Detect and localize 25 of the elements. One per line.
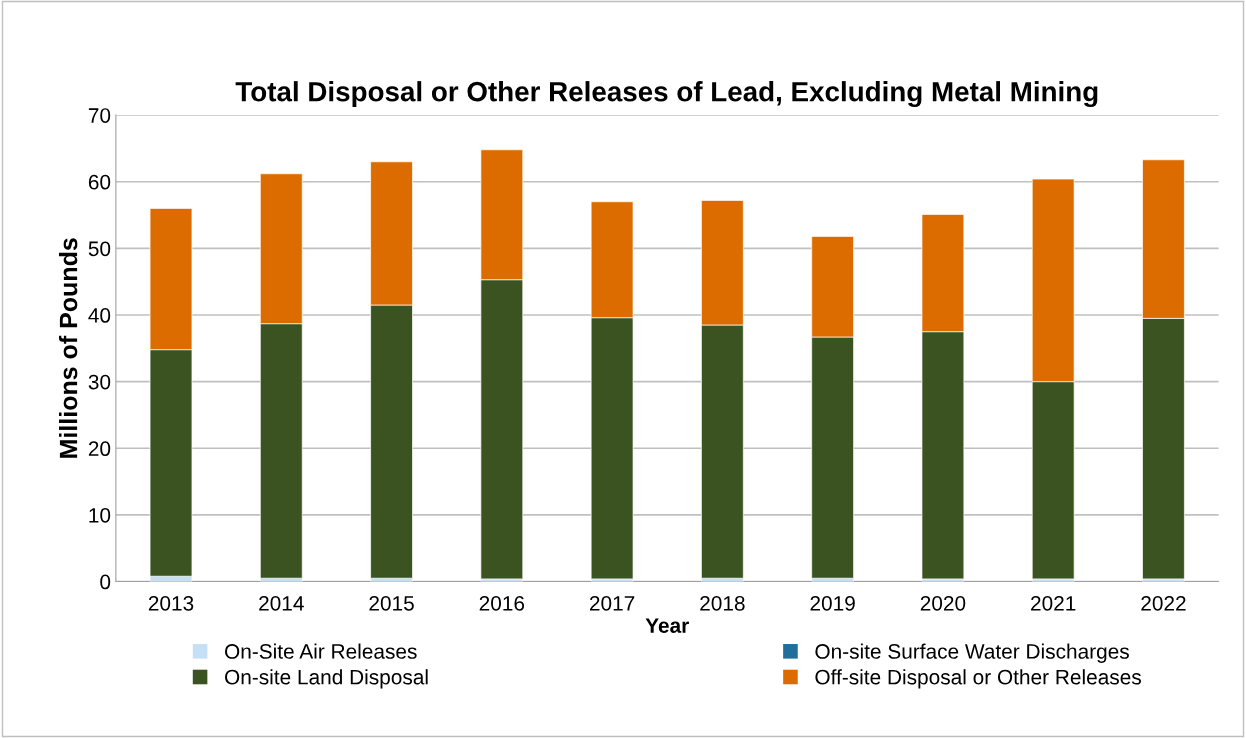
legend-label: On-site Land Disposal: [225, 669, 428, 689]
x-tick-label: 2015: [369, 595, 414, 611]
x-tick-label: 2021: [1031, 595, 1076, 611]
x-tick-label: 2019: [810, 595, 855, 611]
x-tick-label: 2020: [920, 595, 966, 611]
x-tick-label: 2016: [479, 595, 525, 611]
legend-label: On-site Surface Water Discharges: [815, 643, 1129, 663]
y-tick-label: 20: [88, 441, 111, 457]
y-tick-label: 10: [89, 507, 111, 523]
legend-label: On-Site Air Releases: [225, 643, 417, 659]
y-tick-label: 60: [88, 174, 111, 190]
x-tick-label: 2022: [1141, 595, 1186, 611]
x-tick-label: 2014: [259, 595, 304, 611]
x-axis-title: Year: [645, 618, 689, 633]
y-axis-title: Millions of Pounds: [58, 238, 78, 458]
y-tick-label: 70: [88, 108, 111, 123]
x-tick-label: 2013: [148, 595, 194, 611]
chart-title: Total Disposal or Other Releases of Lead, Excluding Metal Mining: [235, 81, 1098, 108]
y-tick-label: 50: [88, 241, 111, 257]
x-tick-label: 2017: [589, 595, 635, 611]
y-tick-label: 0: [100, 574, 111, 590]
y-tick-label: 40: [88, 308, 111, 323]
y-tick-label: 30: [88, 374, 111, 390]
legend-label: Off-site Disposal or Other Releases: [815, 669, 1141, 689]
x-tick-label: 2018: [700, 595, 745, 611]
